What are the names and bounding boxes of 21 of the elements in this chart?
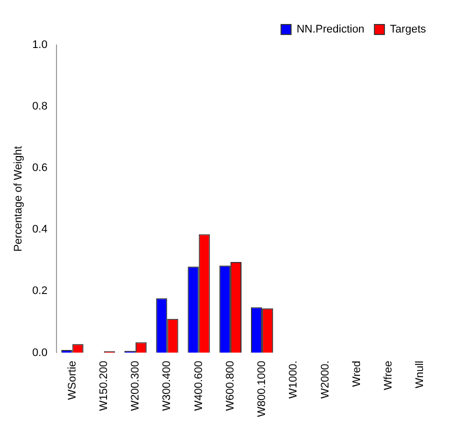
x-tick-label: W800.1000 [256,360,268,418]
legend-label: Targets [390,24,426,36]
x-tick-label: W600.800 [224,360,236,411]
y-axis-title: Percentage of Weight [12,146,25,252]
x-tick-label: WSortie [66,360,78,400]
x-tick-label: W2000. [319,360,332,399]
y-tick-label: 0.8 [32,100,48,113]
x-tick-label: W400.600 [192,360,205,411]
x-tick-label: Wfree [382,360,395,390]
x-tick-label: Wred [350,360,363,387]
legend-label: NN.Prediction [296,24,364,36]
y-tick-label: 0.0 [32,346,48,359]
y-tick-label: 0.2 [32,285,48,298]
x-tick-label: W200.300 [130,360,142,411]
x-tick-label: W300.400 [161,360,174,411]
y-tick-label: 0.6 [32,162,48,174]
x-tick-label: W150.200 [98,360,110,411]
y-tick-label: 1.0 [32,39,48,52]
y-tick-label: 0.4 [32,224,48,236]
x-tick-label: Wnull [414,360,426,388]
x-tick-label: W1000. [288,360,300,399]
